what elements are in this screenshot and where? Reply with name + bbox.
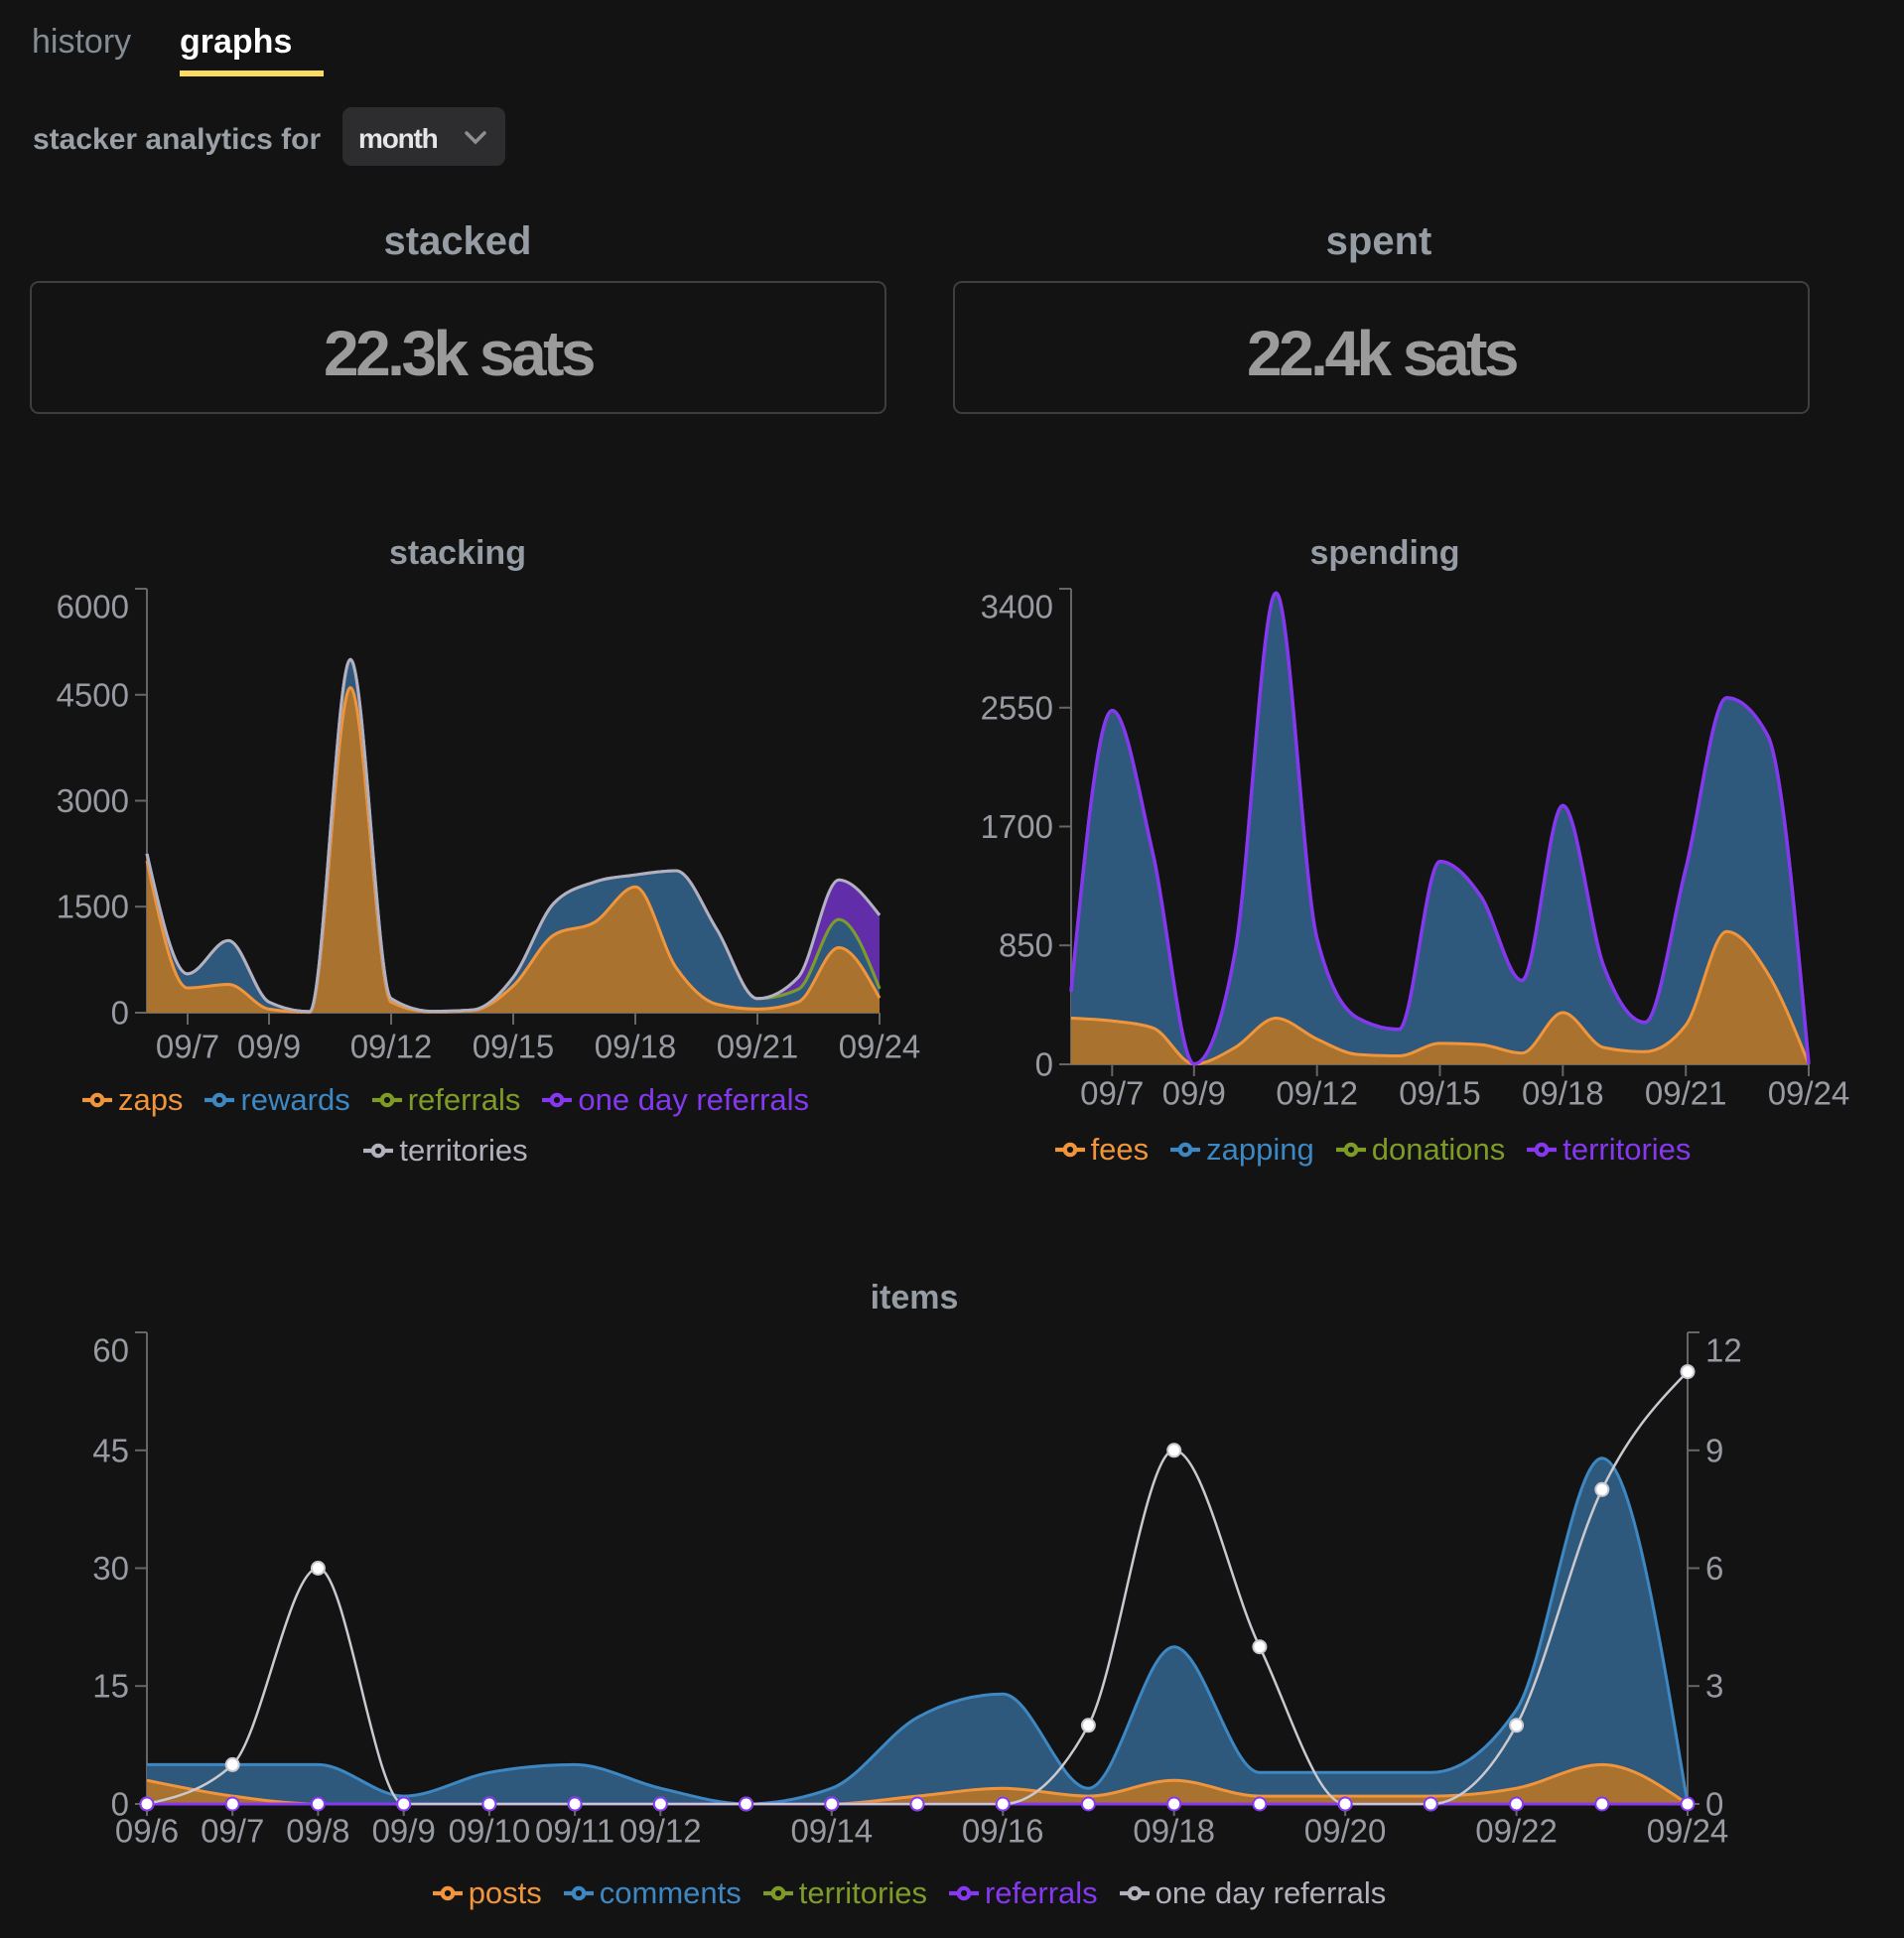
svg-text:09/21: 09/21 bbox=[1645, 1075, 1727, 1112]
svg-text:09/18: 09/18 bbox=[595, 1029, 677, 1065]
svg-text:09/7: 09/7 bbox=[156, 1029, 219, 1065]
svg-text:12: 12 bbox=[1705, 1332, 1742, 1369]
svg-text:15: 15 bbox=[92, 1668, 129, 1705]
svg-text:09/10: 09/10 bbox=[449, 1813, 531, 1850]
svg-text:3400: 3400 bbox=[981, 589, 1053, 625]
svg-text:60: 60 bbox=[92, 1332, 129, 1369]
svg-text:09/24: 09/24 bbox=[1647, 1813, 1729, 1850]
svg-text:09/15: 09/15 bbox=[1399, 1075, 1481, 1112]
svg-text:850: 850 bbox=[999, 927, 1053, 964]
svg-text:0: 0 bbox=[111, 995, 129, 1032]
svg-text:1700: 1700 bbox=[981, 808, 1053, 845]
svg-text:2550: 2550 bbox=[981, 689, 1053, 726]
svg-text:09/20: 09/20 bbox=[1304, 1813, 1387, 1850]
svg-text:09/7: 09/7 bbox=[1080, 1075, 1144, 1112]
svg-text:45: 45 bbox=[92, 1432, 129, 1468]
svg-text:09/12: 09/12 bbox=[1276, 1075, 1358, 1112]
svg-text:30: 30 bbox=[92, 1550, 129, 1587]
svg-text:0: 0 bbox=[1705, 1786, 1723, 1823]
svg-text:6000: 6000 bbox=[57, 589, 129, 625]
svg-text:09/11: 09/11 bbox=[535, 1813, 614, 1850]
svg-text:09/7: 09/7 bbox=[201, 1813, 264, 1850]
svg-text:3: 3 bbox=[1705, 1668, 1723, 1705]
svg-text:1500: 1500 bbox=[57, 889, 129, 925]
svg-text:09/21: 09/21 bbox=[717, 1029, 799, 1065]
svg-text:9: 9 bbox=[1705, 1432, 1723, 1468]
svg-text:09/14: 09/14 bbox=[791, 1813, 874, 1850]
svg-text:09/9: 09/9 bbox=[237, 1029, 301, 1065]
svg-text:09/12: 09/12 bbox=[619, 1813, 702, 1850]
svg-text:09/12: 09/12 bbox=[350, 1029, 433, 1065]
svg-text:09/22: 09/22 bbox=[1475, 1813, 1558, 1850]
svg-text:09/15: 09/15 bbox=[473, 1029, 555, 1065]
svg-text:09/18: 09/18 bbox=[1522, 1075, 1604, 1112]
svg-text:09/24: 09/24 bbox=[839, 1029, 921, 1065]
svg-text:09/18: 09/18 bbox=[1133, 1813, 1215, 1850]
svg-text:09/24: 09/24 bbox=[1768, 1075, 1850, 1112]
svg-text:4500: 4500 bbox=[57, 676, 129, 713]
svg-text:09/6: 09/6 bbox=[115, 1813, 179, 1850]
svg-text:0: 0 bbox=[1035, 1046, 1053, 1083]
svg-text:0: 0 bbox=[111, 1786, 129, 1823]
svg-text:3000: 3000 bbox=[57, 782, 129, 819]
svg-text:09/8: 09/8 bbox=[286, 1813, 349, 1850]
svg-text:09/16: 09/16 bbox=[962, 1813, 1044, 1850]
svg-text:09/9: 09/9 bbox=[372, 1813, 436, 1850]
svg-text:6: 6 bbox=[1705, 1550, 1723, 1587]
svg-text:09/9: 09/9 bbox=[1162, 1075, 1226, 1112]
